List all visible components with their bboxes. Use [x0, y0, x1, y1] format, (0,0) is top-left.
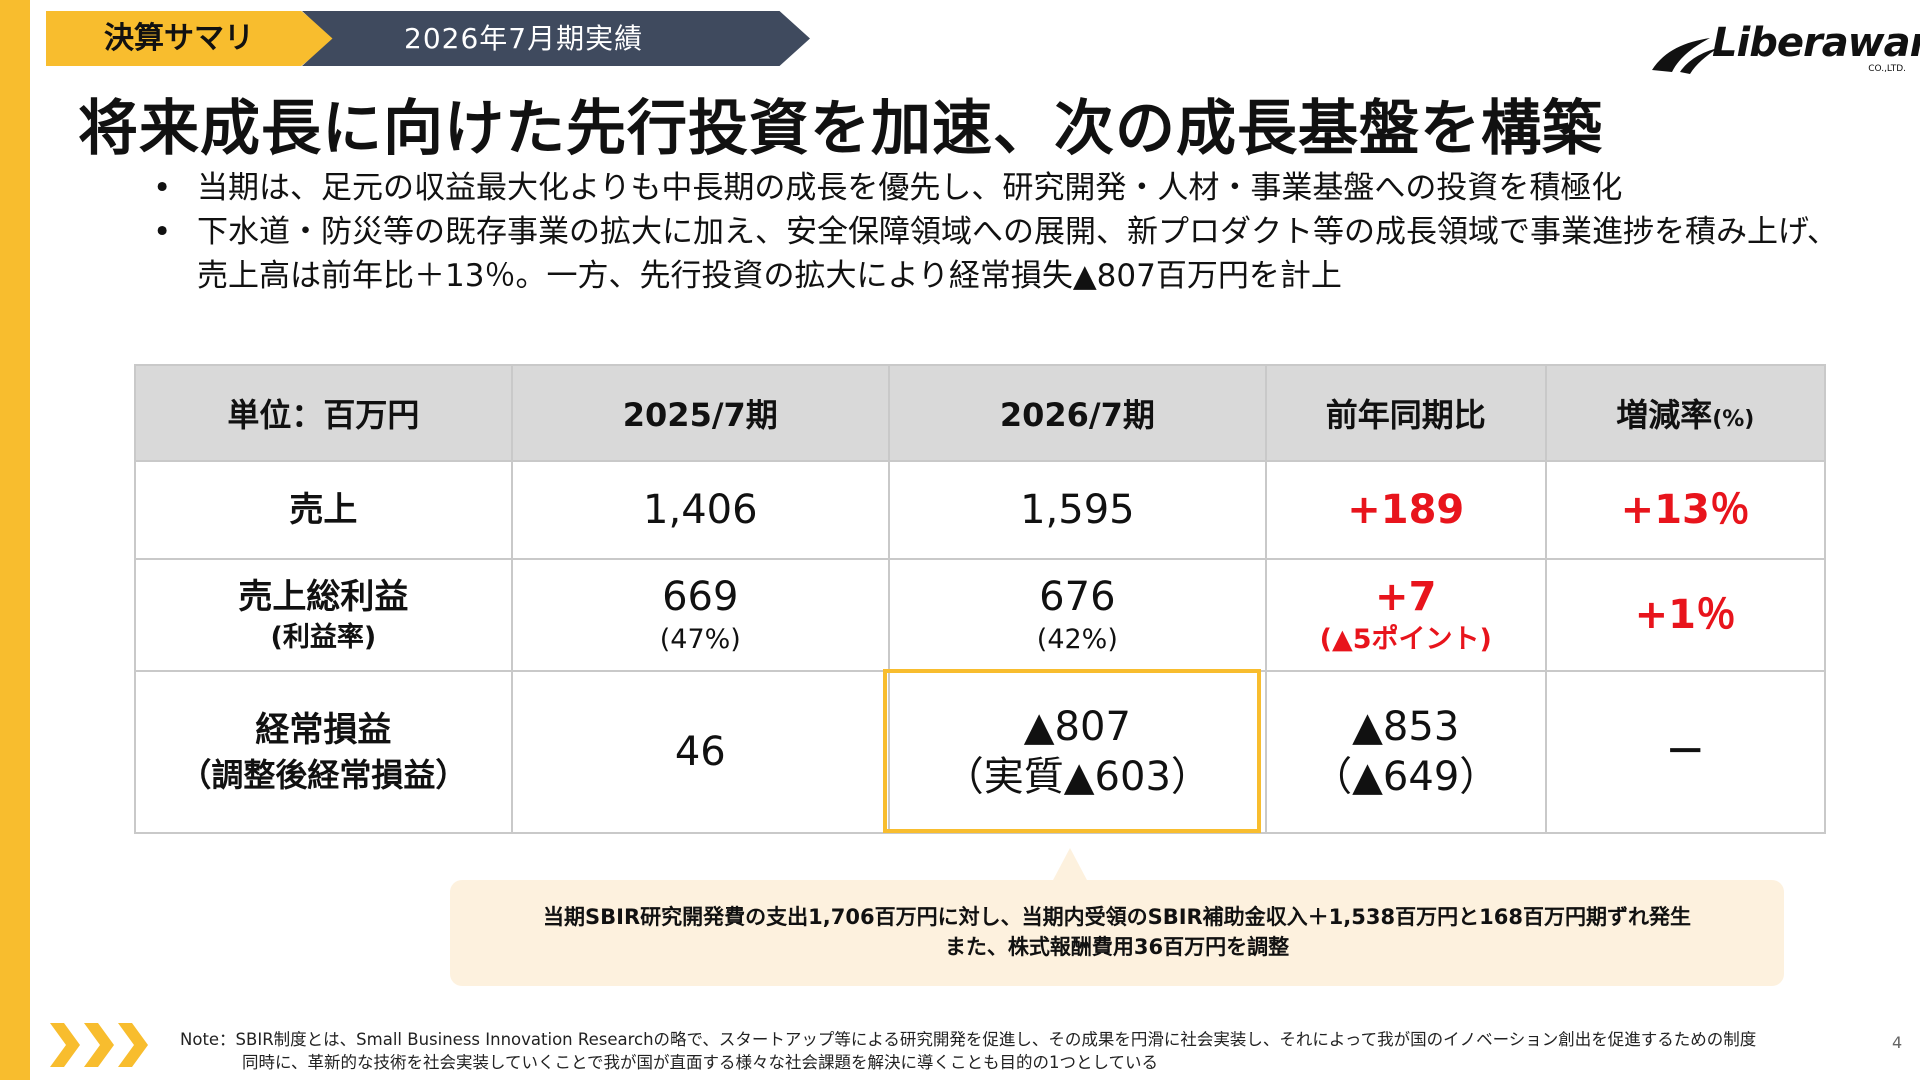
gross-label: 売上総利益	[238, 577, 409, 617]
table-header-row: 単位：百万円 2025/7期 2026/7期 前年同期比 増減率(%)	[134, 364, 1827, 462]
header-rate-unit: (%)	[1712, 407, 1755, 432]
logo-subtext: CO.,LTD.	[1868, 64, 1906, 74]
company-logo: Liberaware CO.,LTD.	[1650, 20, 1920, 76]
ordinary-yoy-cell: ▲853 （▲649）	[1264, 670, 1547, 834]
ordinary-yoy-adjusted: （▲649）	[1312, 754, 1500, 800]
row-label-gross: 売上総利益 (利益率)	[134, 558, 513, 672]
sales-yoy: +189	[1264, 460, 1547, 560]
gross-yoy: +7	[1375, 574, 1437, 620]
logo-wing-icon	[1652, 38, 1718, 74]
table-row: 売上 1,406 1,595 +189 +13％	[134, 460, 1827, 560]
gross-2025: 669	[662, 574, 739, 620]
highlight-box	[883, 669, 1261, 833]
ordinary-sublabel: （調整後経常損益）	[179, 756, 468, 794]
bullet-dot: •	[153, 170, 172, 206]
callout-text: 当期SBIR研究開発費の支出1,706百万円に対し、当期内受領のSBIR補助金収…	[450, 902, 1784, 962]
bullet-item: • 下水道・防災等の既存事業の拡大に加え、安全保障領域への展開、新プロダクト等の…	[145, 210, 1865, 298]
gross-2025-margin: (47%)	[659, 624, 741, 655]
header-rate-label: 増減率	[1616, 396, 1713, 434]
header-unit: 単位：百万円	[134, 364, 513, 462]
gross-2026-margin: (42%)	[1036, 624, 1118, 655]
chevrons-icon	[50, 1023, 148, 1067]
ordinary-2026: ▲807	[1023, 704, 1131, 750]
section-tag: 決算サマリ	[46, 11, 336, 66]
callout-line-2: また、株式報酬費用36百万円を調整	[944, 935, 1290, 959]
gross-rate: +1％	[1544, 558, 1827, 672]
bullet-item: • 当期は、足元の収益最大化よりも中長期の成長を優先し、研究開発・人材・事業基盤…	[145, 166, 1865, 210]
bullet-text: 下水道・防災等の既存事業の拡大に加え、安全保障領域への展開、新プロダクト等の成長…	[197, 214, 1838, 294]
gross-yoy-points: (▲5ポイント)	[1319, 624, 1492, 655]
bullet-dot: •	[153, 214, 172, 250]
footnote-line-2: 同時に、革新的な技術を社会実装していくことで我が国が直面する様々な社会課題を解決…	[242, 1053, 1159, 1072]
gross-2025-cell: 669 (47%)	[510, 558, 890, 672]
gross-sublabel: (利益率)	[270, 622, 377, 653]
ordinary-2026-cell: ▲807 （実質▲603）	[887, 670, 1267, 834]
row-label-sales: 売上	[134, 460, 513, 560]
bullet-list: • 当期は、足元の収益最大化よりも中長期の成長を優先し、研究開発・人材・事業基盤…	[145, 166, 1865, 298]
page-title: 将来成長に向けた先行投資を加速、次の成長基盤を構築	[78, 94, 1603, 164]
callout-line-1: 当期SBIR研究開発費の支出1,706百万円に対し、当期内受領のSBIR補助金収…	[543, 905, 1691, 929]
page-number: 4	[1892, 1033, 1903, 1052]
sales-rate: +13％	[1544, 460, 1827, 560]
sales-2025: 1,406	[510, 460, 890, 560]
row-label-ordinary: 経常損益 （調整後経常損益）	[134, 670, 513, 834]
table-row: 経常損益 （調整後経常損益） 46 ▲807 （実質▲603） ▲853 （▲6…	[134, 670, 1827, 834]
financial-summary-table: 単位：百万円 2025/7期 2026/7期 前年同期比 増減率(%) 売上 1…	[134, 364, 1827, 834]
header-rate: 増減率(%)	[1544, 364, 1827, 462]
footnote-line-1: Note：SBIR制度とは、Small Business Innovation …	[180, 1030, 1757, 1049]
header-yoy: 前年同期比	[1264, 364, 1547, 462]
callout-pointer	[1052, 848, 1088, 882]
ordinary-rate: －	[1544, 670, 1827, 834]
ordinary-2025: 46	[510, 670, 890, 834]
header-2026: 2026/7期	[887, 364, 1267, 462]
gross-yoy-cell: +7 (▲5ポイント)	[1264, 558, 1547, 672]
gross-2026-cell: 676 (42%)	[887, 558, 1267, 672]
bullet-text: 当期は、足元の収益最大化よりも中長期の成長を優先し、研究開発・人材・事業基盤への…	[197, 170, 1623, 206]
callout-box: 当期SBIR研究開発費の支出1,706百万円に対し、当期内受領のSBIR補助金収…	[450, 880, 1784, 986]
ordinary-2026-adjusted: （実質▲603）	[943, 754, 1211, 800]
footnote: Note：SBIR制度とは、Small Business Innovation …	[180, 1028, 1840, 1074]
sales-2026: 1,595	[887, 460, 1267, 560]
header-2025: 2025/7期	[510, 364, 890, 462]
left-accent-bar	[0, 0, 30, 1080]
gross-2026: 676	[1039, 574, 1116, 620]
ordinary-label: 経常損益	[255, 710, 392, 750]
ordinary-yoy: ▲853	[1352, 704, 1460, 750]
table-row: 売上総利益 (利益率) 669 (47%) 676 (42%) +7 (▲5ポイ…	[134, 558, 1827, 672]
period-tag: 2026年7月期実績	[302, 11, 810, 66]
logo-text: Liberaware	[1712, 20, 1920, 66]
